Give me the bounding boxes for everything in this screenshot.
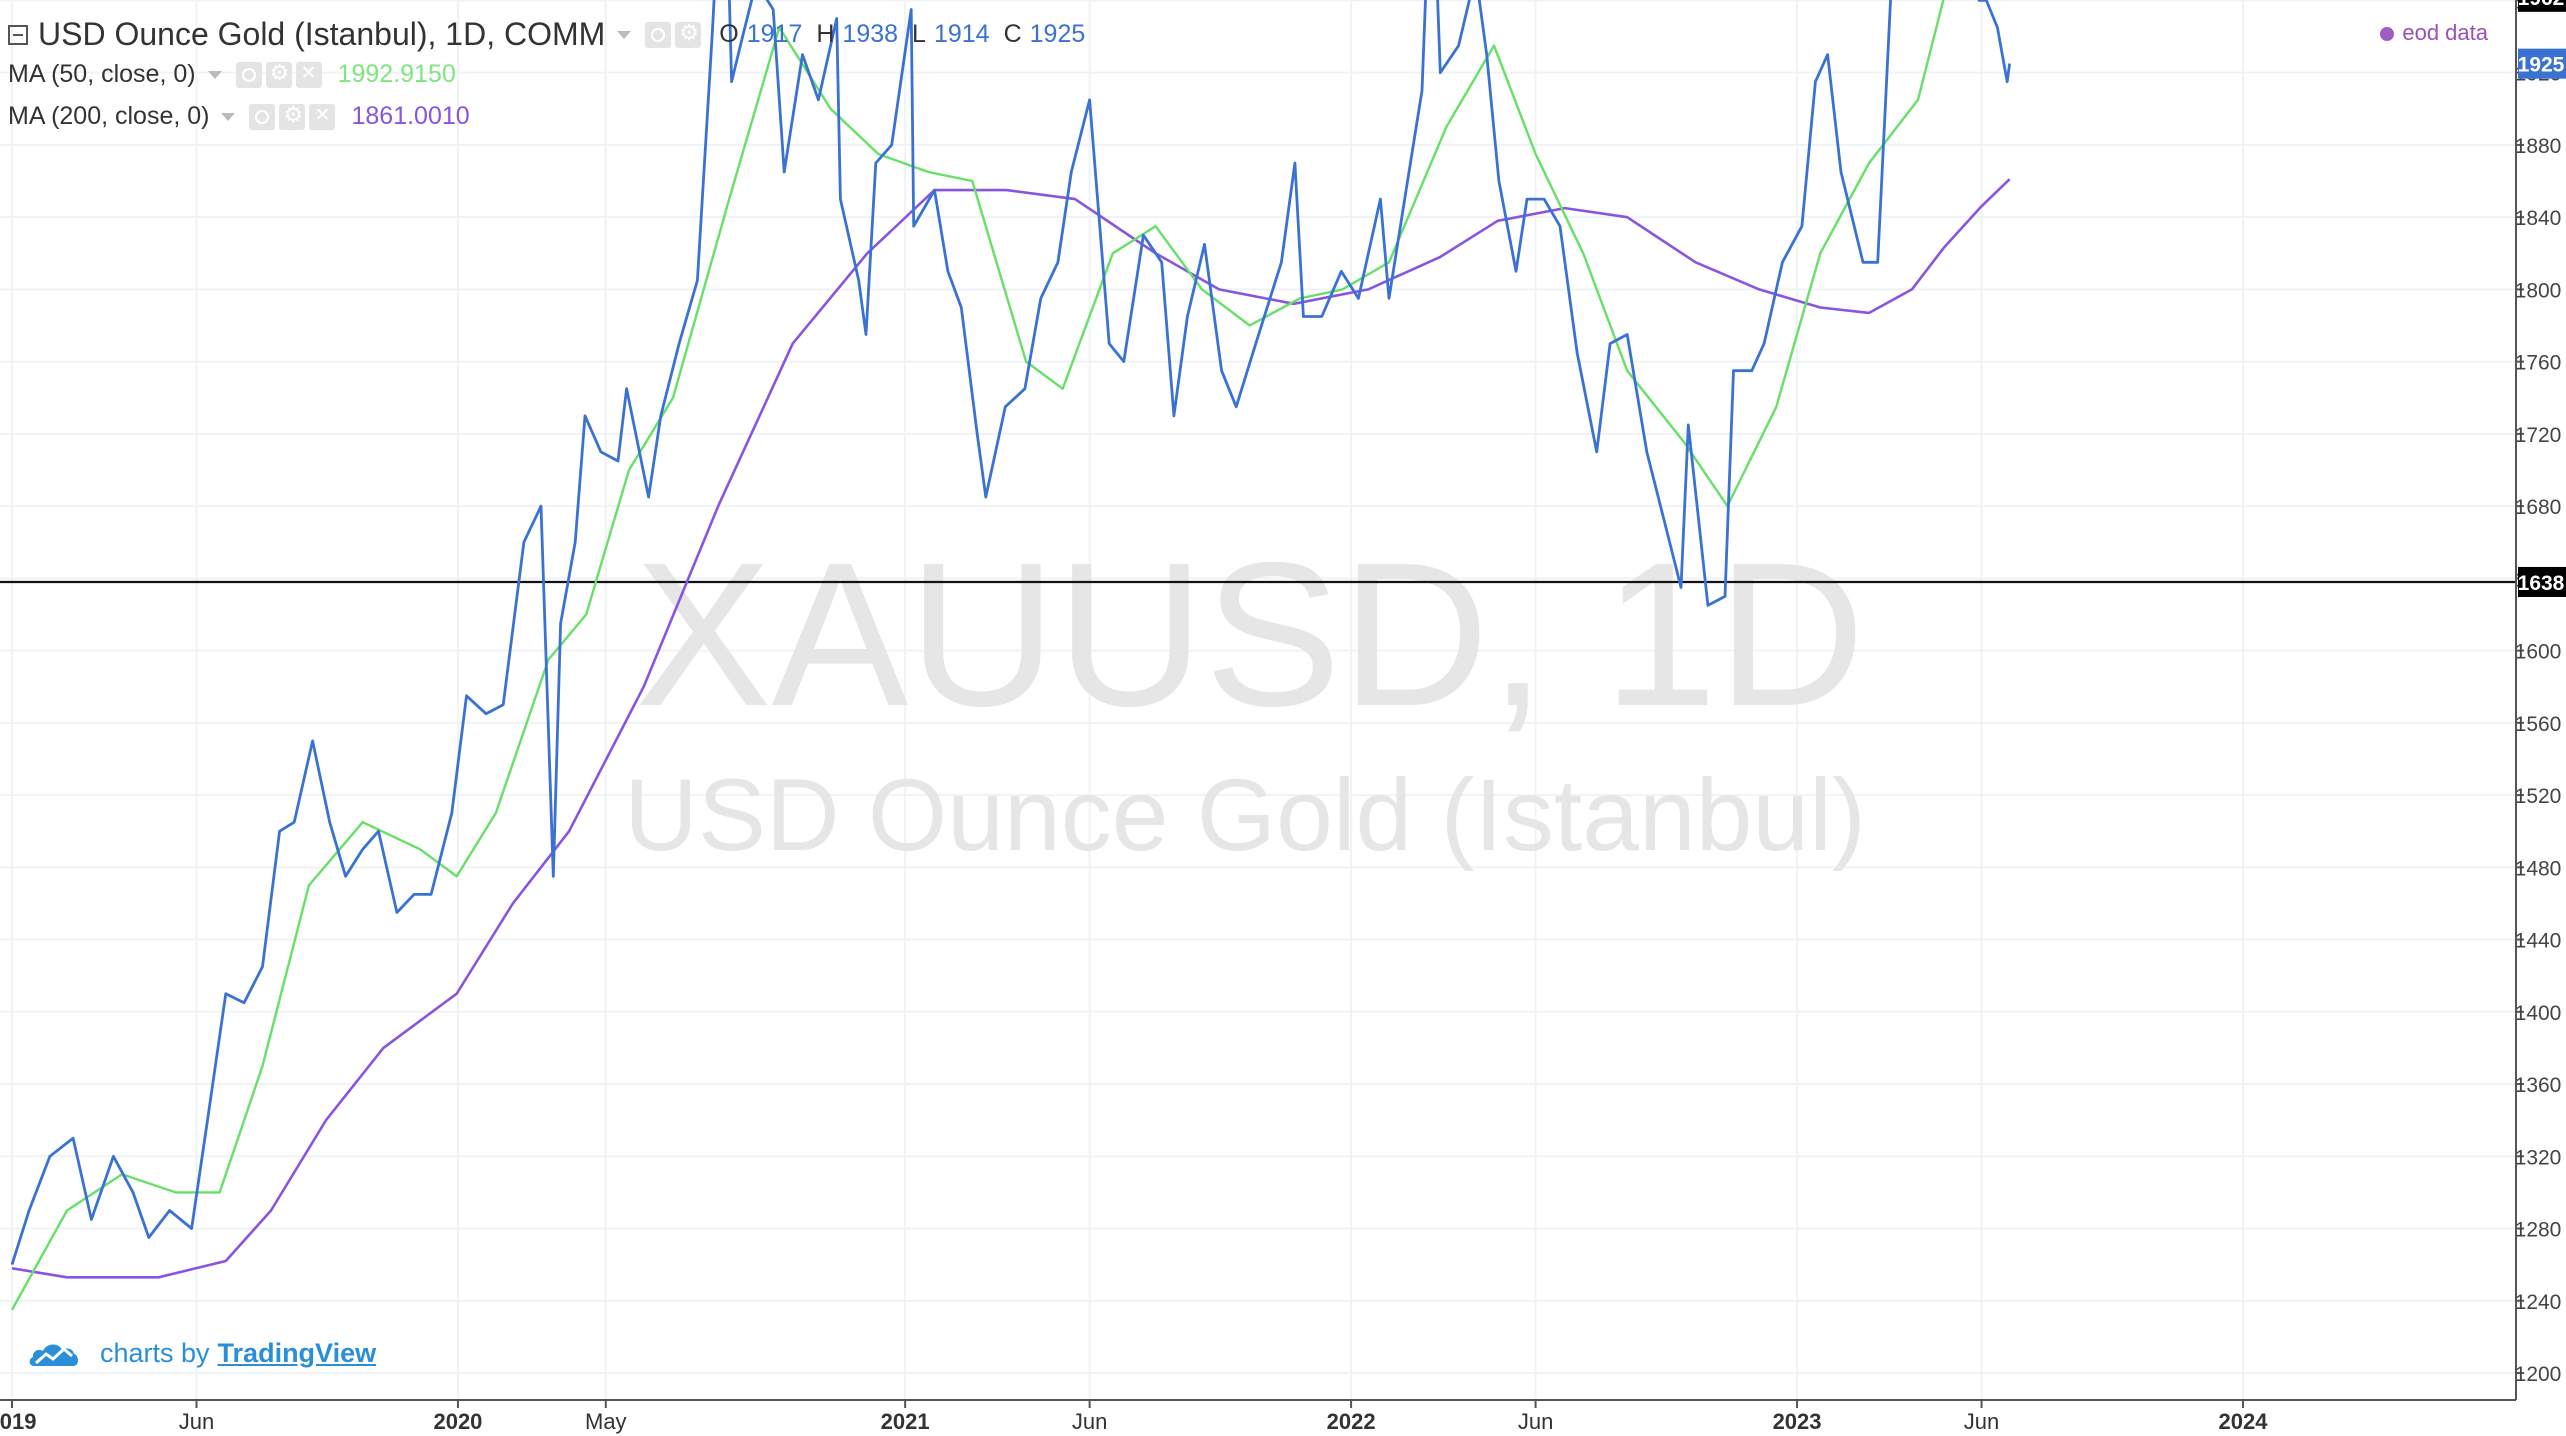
x-tick-label: Jun <box>1518 1409 1553 1434</box>
x-tick-label: Jun <box>1964 1409 1999 1434</box>
y-tick-label: 1440 <box>2515 930 2562 953</box>
gear-icon[interactable] <box>265 60 292 88</box>
chevron-down-icon[interactable] <box>207 70 222 79</box>
y-tick-label: 1200 <box>2515 1363 2562 1386</box>
level-label-box <box>2518 0 2566 12</box>
tradingview-link[interactable]: TradingView <box>217 1338 377 1368</box>
y-tick-label: 1360 <box>2515 1074 2562 1097</box>
watermark-name: USD Ounce Gold (Istanbul) <box>624 758 1866 872</box>
chevron-down-icon[interactable] <box>221 112 236 121</box>
x-tick-label: 2022 <box>1327 1409 1376 1434</box>
eye-icon[interactable] <box>645 21 672 48</box>
ohlc-open-value: 1917 <box>746 20 803 48</box>
eod-dot-icon <box>2380 27 2395 42</box>
y-tick-label: 1240 <box>2515 1291 2562 1314</box>
gear-icon[interactable] <box>279 102 306 130</box>
legend-ma50-row: MA (50, close, 0) 1992.9150 <box>8 60 456 89</box>
last-price-box <box>2518 48 2566 79</box>
eod-label: eod data <box>2402 20 2488 45</box>
y-tick-label: 1840 <box>2515 207 2562 230</box>
eye-icon[interactable] <box>235 61 262 88</box>
level-label: 1638 <box>2518 572 2565 595</box>
ohlc-high-key: H <box>816 20 835 48</box>
x-tick-label: 2021 <box>881 1409 930 1434</box>
series-line-ma200 <box>11 178 2011 1279</box>
y-tick-label: 1480 <box>2515 857 2562 880</box>
x-tick-label: May <box>585 1409 627 1434</box>
y-tick-label: 1800 <box>2515 279 2562 302</box>
gear-icon[interactable] <box>675 20 702 48</box>
horizontal-levels <box>0 580 2516 584</box>
ohlc-low-key: L <box>912 20 926 48</box>
x-tick-label: 2019 <box>0 1409 36 1434</box>
ma200-label[interactable]: MA (200, close, 0) <box>8 102 210 130</box>
y-tick-label: 1400 <box>2515 1002 2562 1025</box>
x-tick-label: Jun <box>179 1409 214 1434</box>
x-tick-label: 2023 <box>1773 1409 1822 1434</box>
y-tick-label: 1880 <box>2515 135 2562 158</box>
y-tick-label: 1760 <box>2515 352 2562 375</box>
x-tick-label: 2020 <box>433 1409 482 1434</box>
y-tick-label: 1680 <box>2515 496 2562 519</box>
series-line-price <box>10 0 2011 1266</box>
eod-data-badge: eod data <box>2380 20 2488 46</box>
grid <box>0 0 2516 1400</box>
branding[interactable]: charts by TradingView <box>28 1338 376 1369</box>
y-tick-label: 1600 <box>2515 641 2562 664</box>
close-icon[interactable] <box>309 103 336 130</box>
ma200-value: 1861.0010 <box>351 102 470 130</box>
level-label: 1962 <box>2518 0 2565 10</box>
ohlc-open-key: O <box>719 20 739 48</box>
ohlc-close-key: C <box>1003 20 1022 48</box>
x-tick-label: Jun <box>1072 1409 1107 1434</box>
level-label-box <box>2518 566 2566 597</box>
series-line-ma50 <box>10 0 1945 1311</box>
ma50-value: 1992.9150 <box>337 60 456 88</box>
ohlc-low-value: 1914 <box>933 20 990 48</box>
branding-prefix: charts by <box>100 1338 210 1368</box>
y-tick-label: 1320 <box>2515 1146 2562 1169</box>
collapse-icon[interactable] <box>8 24 28 45</box>
ohlc-values: O 1917 H 1938 L 1914 C 1925 <box>705 20 1085 49</box>
watermark-symbol: XAUUSD, 1D <box>635 520 1865 749</box>
legend-ma200-row: MA (200, close, 0) 1861.0010 <box>8 102 470 131</box>
chevron-down-icon[interactable] <box>617 30 632 39</box>
ohlc-high-value: 1938 <box>842 20 899 48</box>
ma50-label[interactable]: MA (50, close, 0) <box>8 60 196 88</box>
y-tick-label: 1560 <box>2515 713 2562 736</box>
legend-main-row: USD Ounce Gold (Istanbul), 1D, COMM O191… <box>8 16 1085 53</box>
close-icon[interactable] <box>295 61 322 88</box>
x-tick-label: 2024 <box>2219 1409 2269 1434</box>
ohlc-close-value: 1925 <box>1029 20 1086 48</box>
last-price-label: 1925 <box>2518 54 2565 77</box>
eye-icon[interactable] <box>249 103 276 130</box>
y-tick-label: 1520 <box>2515 785 2562 808</box>
tradingview-cloud-icon <box>29 1343 78 1366</box>
series <box>10 0 2011 1311</box>
y-tick-label: 1280 <box>2515 1219 2562 1242</box>
y-tick-label: 1720 <box>2515 424 2562 447</box>
symbol-title[interactable]: USD Ounce Gold (Istanbul), 1D, COMM <box>38 16 606 52</box>
